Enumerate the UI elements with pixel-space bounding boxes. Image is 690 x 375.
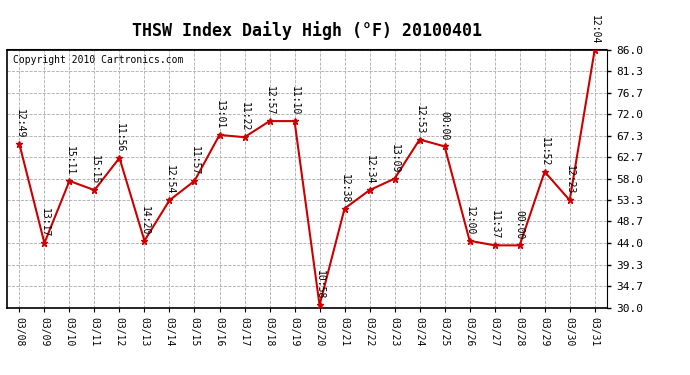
Text: Copyright 2010 Cartronics.com: Copyright 2010 Cartronics.com — [13, 55, 184, 65]
Text: 10:58: 10:58 — [315, 270, 324, 300]
Text: 12:00: 12:00 — [464, 206, 475, 235]
Text: 11:22: 11:22 — [239, 102, 250, 132]
Text: 12:57: 12:57 — [264, 86, 275, 116]
Text: 12:38: 12:38 — [339, 174, 350, 203]
Text: 13:01: 13:01 — [215, 100, 224, 129]
Text: 14:20: 14:20 — [139, 206, 150, 235]
Text: 13:09: 13:09 — [390, 144, 400, 173]
Text: 11:56: 11:56 — [115, 123, 124, 152]
Text: 12:34: 12:34 — [364, 155, 375, 184]
Text: 12:23: 12:23 — [564, 165, 575, 195]
Text: 12:04: 12:04 — [590, 15, 600, 44]
Text: 12:53: 12:53 — [415, 105, 424, 134]
Text: 12:54: 12:54 — [164, 165, 175, 195]
Text: THSW Index Daily High (°F) 20100401: THSW Index Daily High (°F) 20100401 — [132, 21, 482, 40]
Text: 11:52: 11:52 — [540, 137, 550, 166]
Text: 15:15: 15:15 — [90, 155, 99, 184]
Text: 11:57: 11:57 — [190, 146, 199, 176]
Text: 12:49: 12:49 — [14, 109, 24, 138]
Text: 11:10: 11:10 — [290, 86, 299, 116]
Text: 00:00: 00:00 — [515, 210, 524, 240]
Text: 15:11: 15:11 — [64, 146, 75, 176]
Text: 11:37: 11:37 — [490, 210, 500, 240]
Text: 00:00: 00:00 — [440, 111, 450, 141]
Text: 13:17: 13:17 — [39, 208, 50, 237]
